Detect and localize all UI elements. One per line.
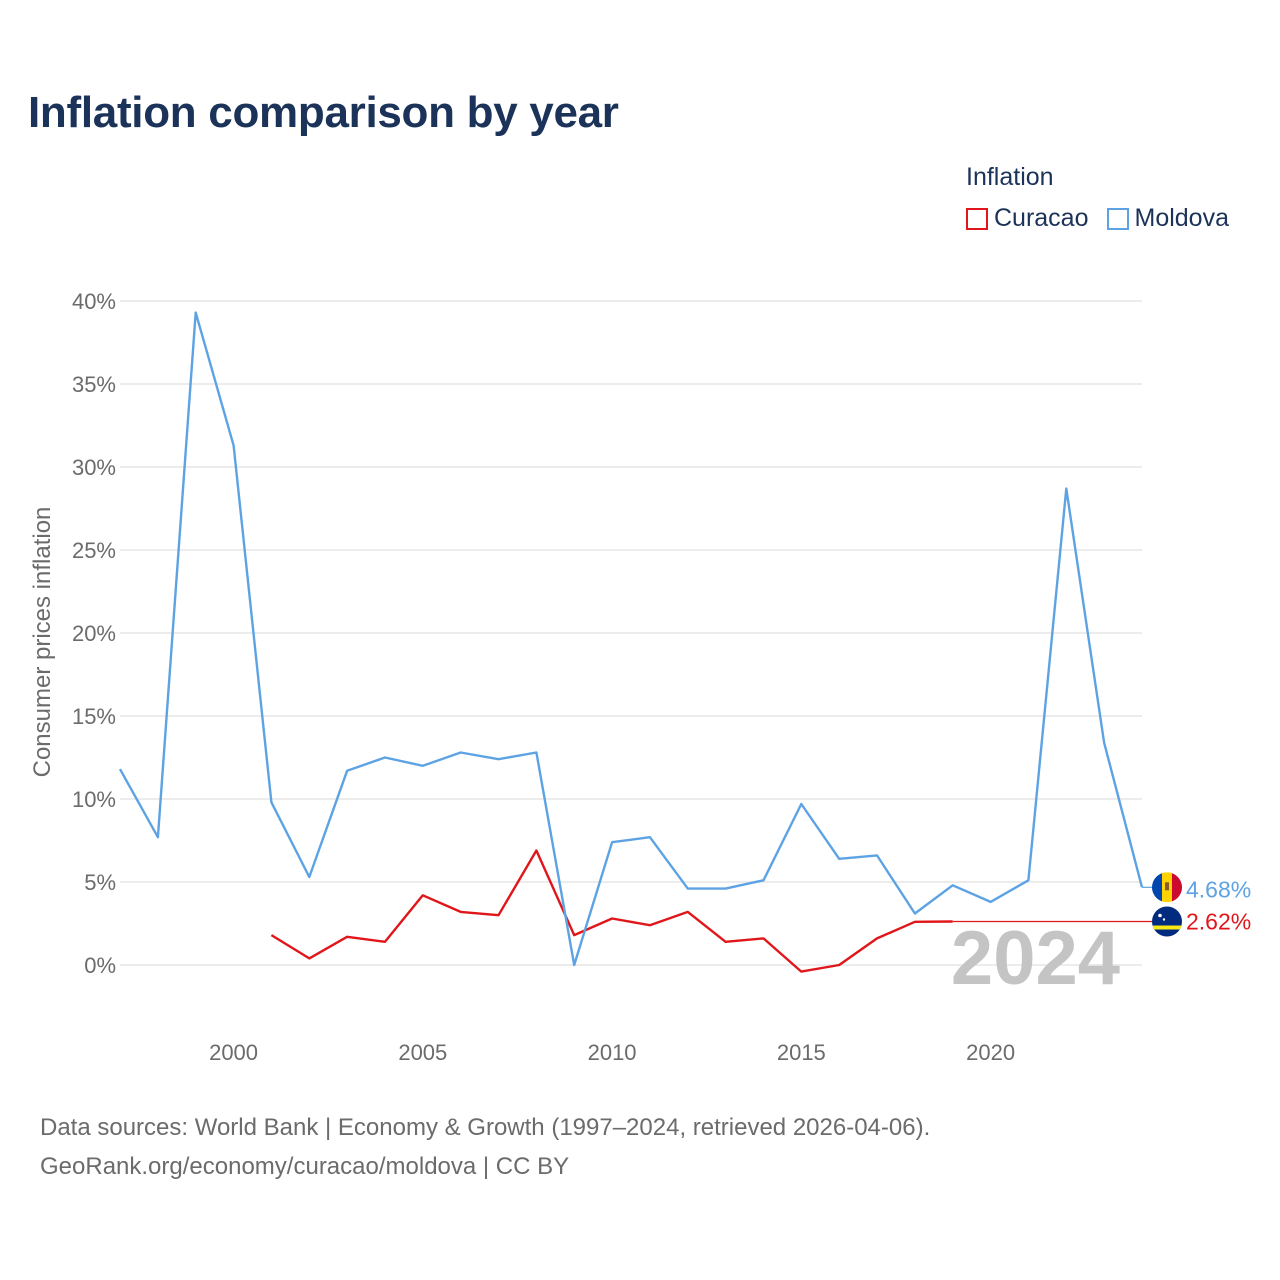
chart-title: Inflation comparison by year	[28, 88, 619, 137]
legend-item-curacao[interactable]: Curacao	[966, 204, 1089, 233]
y-tick-label: 25%	[72, 538, 116, 563]
legend-label-moldova: Moldova	[1134, 204, 1230, 232]
legend-swatch-moldova	[1106, 207, 1129, 230]
end-labels: 4.68% 2.62%	[952, 872, 1251, 937]
moldova-flag	[1152, 872, 1182, 903]
legend-title: Inflation	[966, 163, 1054, 191]
x-tick-label: 2010	[588, 1040, 637, 1065]
y-tick-label: 10%	[72, 787, 116, 812]
legend-swatch-curacao	[966, 207, 988, 230]
x-tick-label: 2015	[777, 1040, 826, 1065]
source-line-2[interactable]: GeoRank.org/economy/curacao/moldova | CC…	[40, 1153, 570, 1180]
series-line-curacao[interactable]	[270, 849, 953, 973]
curacao-end-label: 2.62%	[1186, 909, 1251, 935]
legend-item-moldova[interactable]: Moldova	[1106, 204, 1230, 233]
x-tick-labels: 2000 2005 2010 2015 2020	[209, 1040, 1015, 1065]
y-tick-label: 20%	[72, 621, 116, 646]
curacao-flag	[1152, 906, 1182, 937]
y-tick-label: 35%	[72, 372, 116, 397]
y-tick-label: 30%	[72, 455, 116, 480]
x-tick-label: 2005	[398, 1040, 447, 1065]
x-tick-label: 2020	[966, 1040, 1015, 1065]
moldova-end-label: 4.68%	[1186, 876, 1251, 902]
y-tick-label: 0%	[84, 953, 116, 978]
source-line-1: Data sources: World Bank | Economy & Gro…	[40, 1114, 931, 1141]
y-tick-label: 15%	[72, 704, 116, 729]
legend-label-curacao: Curacao	[994, 204, 1089, 232]
year-watermark: 2024	[951, 916, 1120, 1001]
series-line-moldova[interactable]	[118, 311, 1144, 967]
series-lines	[118, 311, 1144, 973]
source-note: Data sources: World Bank | Economy & Gro…	[40, 1108, 930, 1186]
y-axis-label: Consumer prices inflation	[29, 507, 56, 778]
x-tick-label: 2000	[209, 1040, 258, 1065]
grid-lines	[120, 300, 1142, 966]
y-tick-label: 40%	[72, 289, 116, 314]
y-tick-labels: 0% 5% 10% 15% 20% 25% 30% 35% 40%	[72, 289, 116, 978]
legend: Curacao Moldova	[966, 204, 1247, 233]
y-tick-label: 5%	[84, 870, 116, 895]
